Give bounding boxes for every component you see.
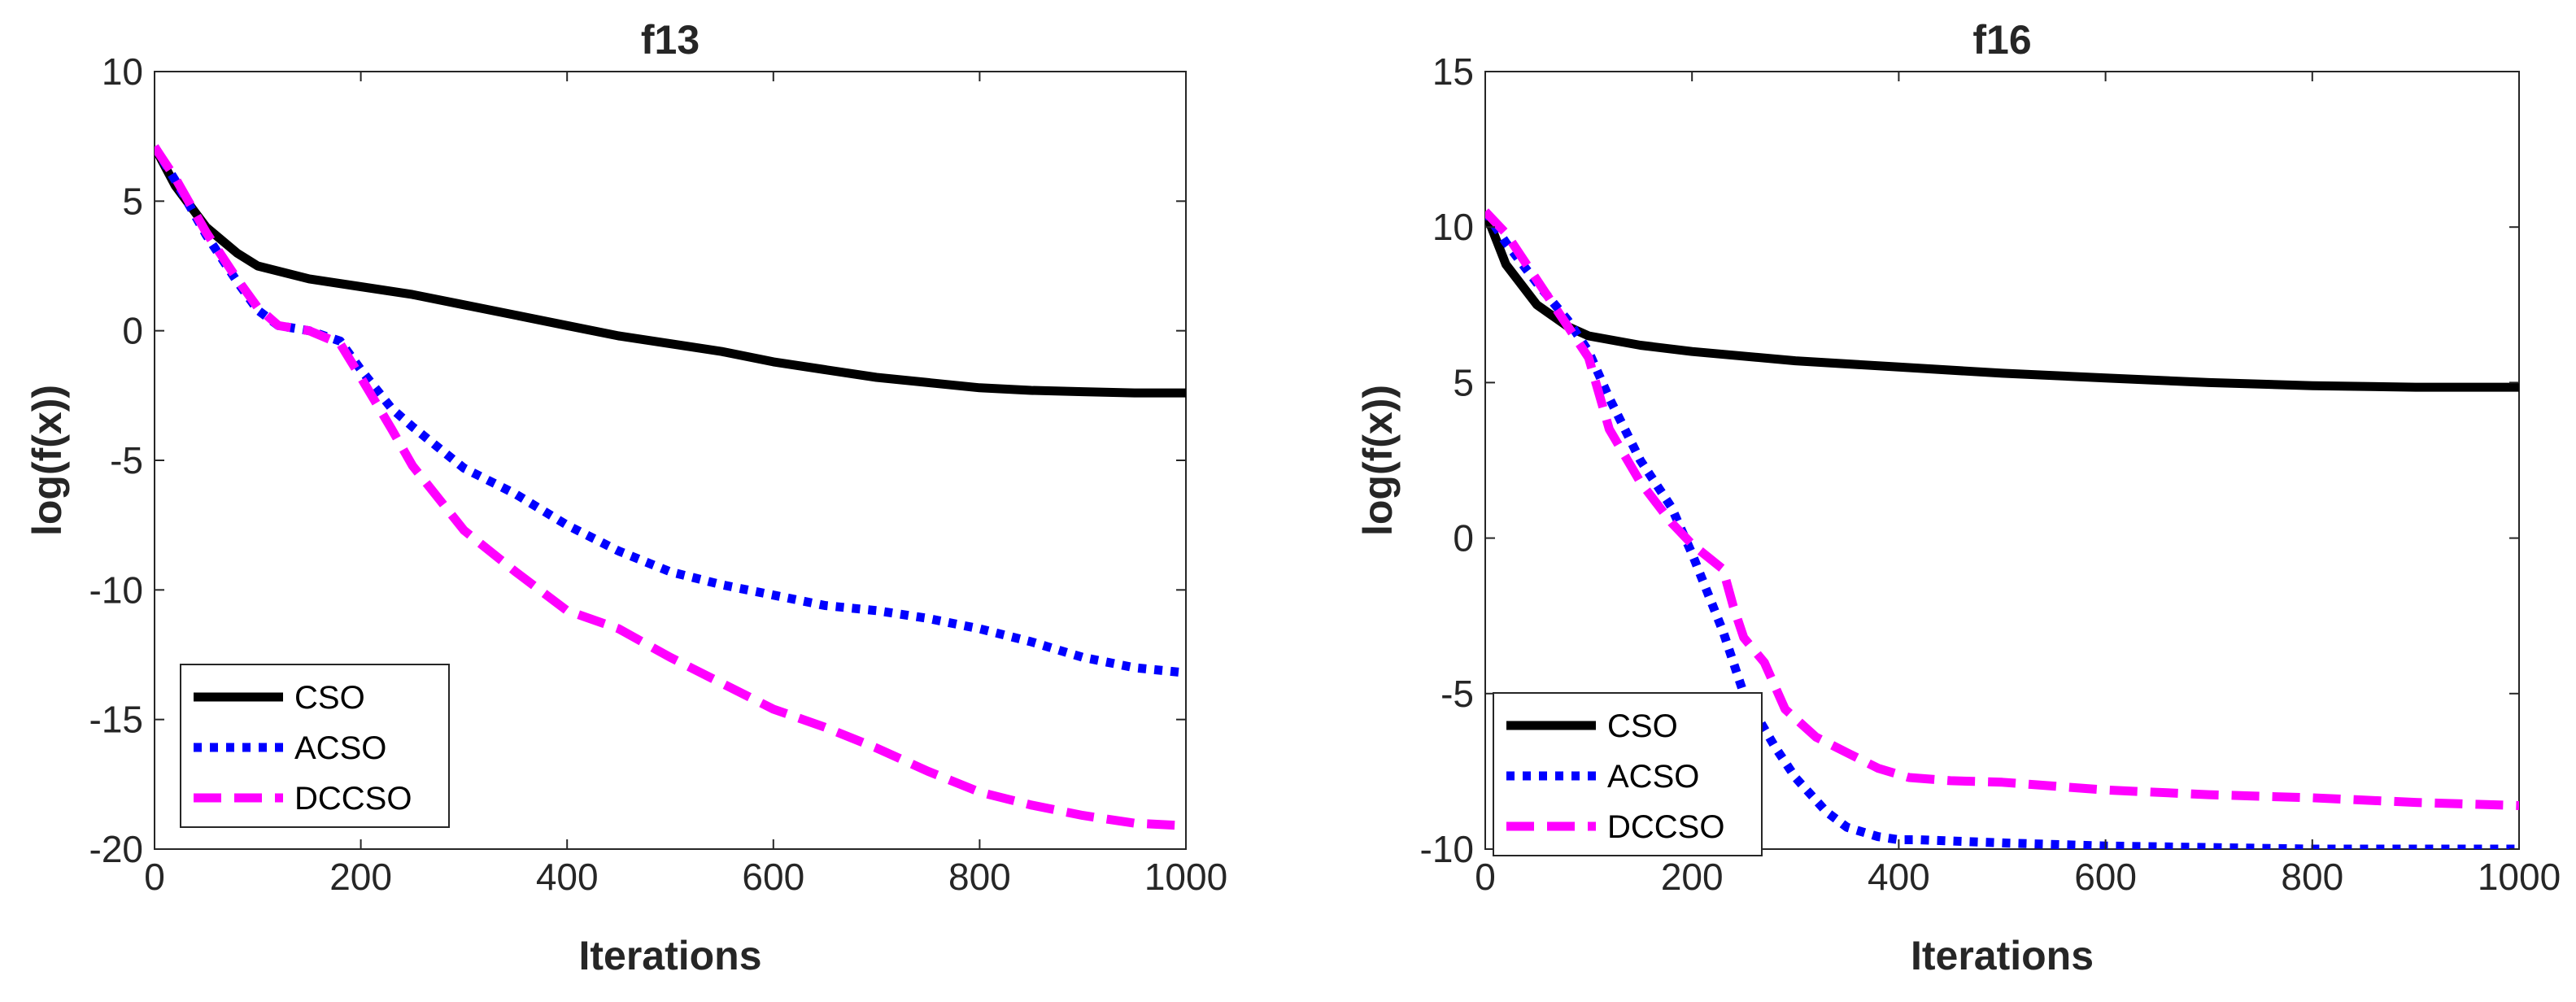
- chart-title: f13: [641, 17, 700, 63]
- legend-label-acso: ACSO: [1607, 759, 1699, 795]
- legend-label-dccso: DCCSO: [1607, 809, 1724, 845]
- series-line-cso: [1485, 210, 2519, 392]
- x-tick-label: 600: [2074, 856, 2137, 898]
- y-axis-label: log(f(x)): [24, 385, 70, 536]
- x-tick-label: 200: [1661, 856, 1724, 898]
- x-tick-label: 800: [2281, 856, 2343, 898]
- series-group: [1485, 208, 2519, 849]
- x-tick-label: 400: [536, 856, 599, 898]
- legend: CSO ACSO DCCSO: [180, 664, 450, 828]
- y-tick-label: -5: [1441, 673, 1474, 715]
- y-tick-label: -10: [1420, 828, 1474, 870]
- x-tick-label: 1000: [2478, 856, 2561, 898]
- series-line-dccso: [1485, 208, 2519, 810]
- legend-label-acso: ACSO: [294, 730, 386, 766]
- chart-f16: 0 200 400 600 800 1000 15 10 5 0 -5 -10 f16 Iteration…: [1355, 17, 2561, 978]
- series-group: [155, 144, 1186, 830]
- x-tick-label: 800: [948, 856, 1011, 898]
- y-tick-label: 0: [1453, 517, 1474, 560]
- y-axis-label: log(f(x)): [1355, 385, 1401, 536]
- series-line-dccso: [155, 144, 1186, 830]
- x-tick-label: 0: [1475, 856, 1496, 898]
- legend: CSO ACSO DCCSO: [1493, 692, 1763, 856]
- legend-box: [1493, 692, 1763, 856]
- y-tick-label: 10: [1432, 206, 1474, 248]
- legend-label-cso: CSO: [294, 680, 365, 716]
- y-tick-label: 10: [102, 50, 143, 93]
- legend-box: [180, 664, 450, 828]
- legend-label-cso: CSO: [1607, 708, 1678, 744]
- y-tick-label: 15: [1432, 50, 1474, 93]
- y-tick-label: -15: [89, 699, 143, 741]
- series-line-acso: [1485, 209, 2519, 849]
- x-axis-label: Iterations: [578, 933, 761, 978]
- legend-label-dccso: DCCSO: [294, 781, 412, 817]
- chart-title: f16: [1972, 17, 2031, 63]
- y-tick-label: -10: [89, 569, 143, 611]
- chart-f13: 0 200 400 600 800 1000 10 5 0 -5 -10 -15 -20 f13 Itera…: [24, 17, 1227, 978]
- series-line-acso: [155, 144, 1186, 677]
- y-tick-label: -5: [110, 439, 143, 481]
- series-line-cso: [155, 144, 1186, 398]
- x-tick-label: 600: [742, 856, 804, 898]
- y-tick-label: 5: [122, 180, 143, 222]
- x-axis-label: Iterations: [1911, 933, 2094, 978]
- x-tick-label: 0: [144, 856, 165, 898]
- x-tick-label: 200: [329, 856, 392, 898]
- y-tick-label: -20: [89, 828, 143, 870]
- y-tick-label: 5: [1453, 361, 1474, 403]
- x-tick-label: 400: [1868, 856, 1930, 898]
- x-tick-label: 1000: [1144, 856, 1227, 898]
- y-tick-label: 0: [122, 310, 143, 352]
